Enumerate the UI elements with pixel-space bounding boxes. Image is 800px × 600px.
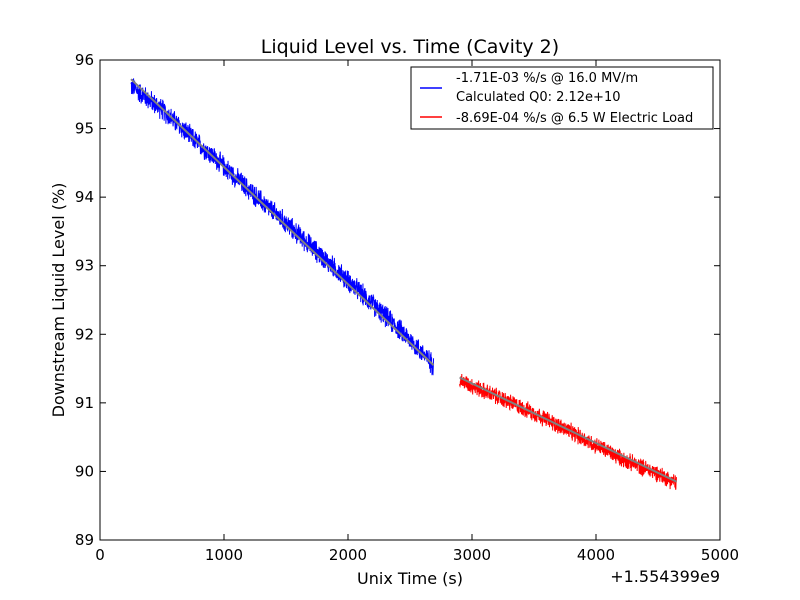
x-tick-label: 4000: [577, 546, 615, 564]
y-tick-label: 90: [75, 462, 94, 480]
y-tick-label: 96: [75, 51, 94, 69]
x-tick-label: 3000: [453, 546, 491, 564]
x-axis-offset-label: +1.554399e9: [610, 567, 720, 586]
axes-background: [100, 60, 720, 540]
y-tick-label: 94: [75, 188, 94, 206]
series-1-fit-line: [130, 78, 435, 366]
y-tick-label: 91: [75, 394, 94, 412]
x-tick-label: 1000: [205, 546, 243, 564]
legend-label-series-1-line-1: -1.71E-03 %/s @ 16.0 MV/m: [456, 71, 638, 86]
fit-layer: [130, 78, 678, 483]
legend: -1.71E-03 %/s @ 16.0 MV/m Calculated Q0:…: [410, 66, 714, 130]
y-tick-label: 89: [75, 531, 94, 549]
y-axis-label: Downstream Liquid Level (%): [49, 183, 68, 418]
series-2-fit-line: [459, 376, 678, 483]
x-tick-label: 0: [95, 546, 105, 564]
x-axis-label: Unix Time (s): [357, 569, 463, 588]
y-tick-label: 93: [75, 257, 94, 275]
x-tick-label: 5000: [701, 546, 739, 564]
legend-label-series-2: -8.69E-04 %/s @ 6.5 W Electric Load: [456, 111, 693, 126]
y-tick-label: 92: [75, 325, 94, 343]
y-axis: 89 90 91 92 93 94 95 96: [75, 51, 720, 549]
x-tick-label: 2000: [329, 546, 367, 564]
plot-area: [99, 59, 721, 541]
chart-title: Liquid Level vs. Time (Cavity 2): [261, 36, 559, 58]
x-axis: 0 1000 2000 3000 4000 5000: [95, 60, 739, 564]
legend-box: [410, 66, 714, 130]
y-tick-label: 95: [75, 120, 94, 138]
axes-frame: [99, 59, 721, 541]
legend-label-series-1-line-2: Calculated Q0: 2.12e+10: [456, 90, 621, 105]
